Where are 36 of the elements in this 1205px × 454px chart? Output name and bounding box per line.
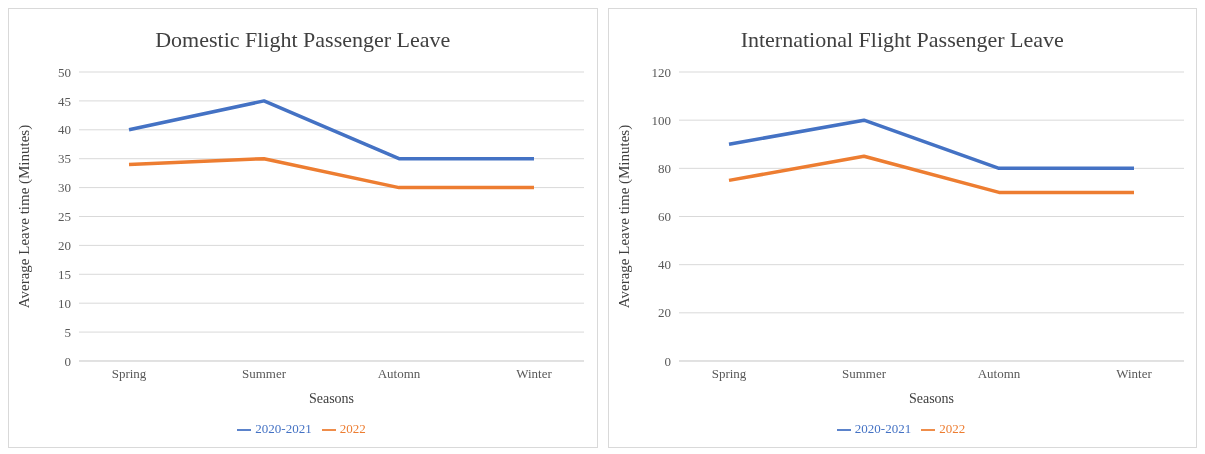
legend-label: 2022 (339, 420, 366, 436)
y-tick-label: 35 (58, 151, 71, 167)
x-tick-label: Automn (377, 366, 421, 382)
y-tick-label: 25 (58, 209, 71, 225)
y-tick-label: 40 (657, 257, 671, 273)
x-tick-label: Automn (977, 366, 1021, 382)
y-tick-label: 30 (58, 180, 71, 196)
y-tick-label: 40 (58, 122, 71, 138)
y-axis-title: Average Leave time (Minutes) (16, 124, 34, 309)
y-tick-label: 10 (58, 295, 71, 311)
x-axis-title: Seasons (908, 390, 954, 406)
y-tick-label: 20 (58, 238, 71, 254)
x-tick-label: Spring (711, 366, 747, 382)
x-axis-title: Seasons (308, 390, 355, 406)
x-tick-label: Summer (241, 366, 287, 382)
y-tick-label: 5 (64, 324, 71, 340)
chart-title: Domestic Flight Passenger Leave (154, 27, 452, 54)
x-tick-label: Summer (841, 366, 887, 382)
y-tick-label: 60 (657, 209, 671, 225)
y-tick-label: 80 (657, 160, 671, 176)
legend-label: 2020-2021 (854, 420, 912, 436)
y-axis-title: Average Leave time (Minutes) (615, 124, 633, 309)
y-tick-label: 45 (58, 93, 71, 109)
x-tick-label: Spring (111, 366, 147, 382)
y-tick-label: 20 (657, 305, 671, 321)
y-tick-label: 120 (651, 64, 671, 80)
x-tick-label: Winter (516, 366, 553, 382)
y-tick-label: 0 (664, 353, 671, 369)
legend-label: 2022 (939, 420, 966, 436)
y-tick-label: 100 (651, 112, 671, 128)
y-tick-label: 15 (58, 266, 71, 282)
y-tick-label: 50 (58, 64, 71, 80)
chart-title: International Flight Passenger Leave (739, 27, 1065, 54)
y-tick-label: 0 (64, 353, 71, 369)
x-tick-label: Winter (1115, 366, 1152, 382)
legend-label: 2020-2021 (255, 420, 312, 436)
